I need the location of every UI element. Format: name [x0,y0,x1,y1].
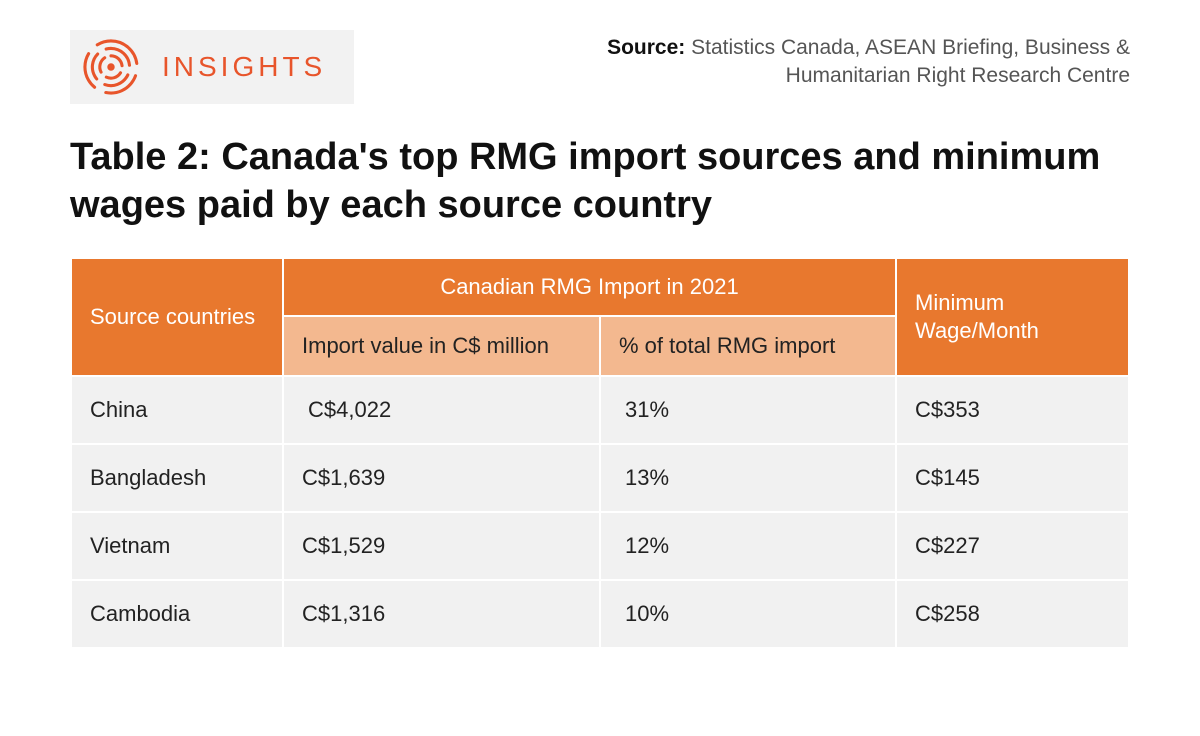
source-prefix: Source: [607,36,685,59]
cell-min-wage: C$258 [897,581,1128,647]
table-row: Vietnam C$1,529 12% C$227 [72,513,1128,579]
brand-label: INSIGHTS [162,51,326,83]
source-attribution: Source: Statistics Canada, ASEAN Briefin… [490,30,1130,91]
cell-pct: 13% [601,445,895,511]
cell-pct: 12% [601,513,895,579]
table-title: Table 2: Canada's top RMG import sources… [70,134,1130,229]
source-text: Statistics Canada, ASEAN Briefing, Busin… [691,36,1130,87]
col-header-group-import: Canadian RMG Import in 2021 [284,259,895,315]
cell-country: Bangladesh [72,445,282,511]
cell-import-value: C$1,529 [284,513,599,579]
col-header-import-value: Import value in C$ million [284,317,599,375]
col-header-pct-total: % of total RMG import [601,317,895,375]
col-header-min-wage: Minimum Wage/Month [897,259,1128,375]
table-row: Bangladesh C$1,639 13% C$145 [72,445,1128,511]
cell-min-wage: C$145 [897,445,1128,511]
cell-country: China [72,377,282,443]
infographic-card: INSIGHTS Source: Statistics Canada, ASEA… [0,0,1200,736]
cell-pct: 10% [601,581,895,647]
cell-import-value: C$1,639 [284,445,599,511]
cell-import-value: C$4,022 [284,377,599,443]
table-row: China C$4,022 31% C$353 [72,377,1128,443]
col-header-source-countries: Source countries [72,259,282,375]
brand-badge: INSIGHTS [70,30,354,104]
spiral-logo-icon [80,36,142,98]
cell-country: Cambodia [72,581,282,647]
rmg-import-table: Source countries Canadian RMG Import in … [70,257,1130,649]
cell-country: Vietnam [72,513,282,579]
top-bar: INSIGHTS Source: Statistics Canada, ASEA… [70,30,1130,104]
table-body: China C$4,022 31% C$353 Bangladesh C$1,6… [72,377,1128,647]
table-row: Cambodia C$1,316 10% C$258 [72,581,1128,647]
cell-import-value: C$1,316 [284,581,599,647]
cell-min-wage: C$353 [897,377,1128,443]
cell-pct: 31% [601,377,895,443]
cell-min-wage: C$227 [897,513,1128,579]
table-header: Source countries Canadian RMG Import in … [72,259,1128,375]
